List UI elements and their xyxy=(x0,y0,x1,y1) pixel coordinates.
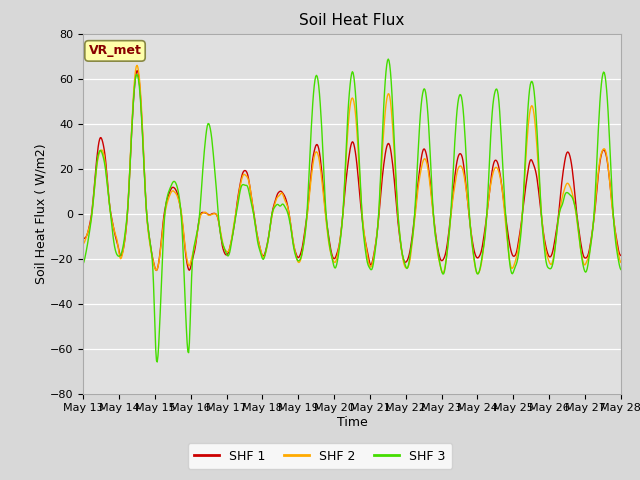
SHF 1 xyxy=(435,249,442,254)
SHF 3 xyxy=(145,226,152,232)
SHF 2 xyxy=(474,271,482,276)
SHF 1 xyxy=(89,199,97,204)
Legend: SHF 1, SHF 2, SHF 3: SHF 1, SHF 2, SHF 3 xyxy=(188,444,452,469)
SHF 1 xyxy=(152,267,160,273)
SHF 1 xyxy=(200,210,208,216)
SHF 1 xyxy=(419,148,426,154)
SHF 2 xyxy=(133,62,141,68)
SHF 2 xyxy=(89,201,97,206)
SHF 3 xyxy=(89,202,97,208)
SHF 2 xyxy=(200,210,207,216)
SHF 3 xyxy=(617,266,625,272)
SHF 2 xyxy=(79,241,87,247)
Y-axis label: Soil Heat Flux ( W/m2): Soil Heat Flux ( W/m2) xyxy=(34,144,47,284)
SHF 3 xyxy=(79,261,87,266)
SHF 1 xyxy=(133,68,141,73)
X-axis label: Time: Time xyxy=(337,416,367,429)
SHF 1 xyxy=(229,231,237,237)
SHF 3 xyxy=(154,359,161,365)
Line: SHF 3: SHF 3 xyxy=(83,59,621,362)
Text: VR_met: VR_met xyxy=(88,44,141,58)
SHF 2 xyxy=(418,163,426,168)
SHF 3 xyxy=(419,90,426,96)
SHF 1 xyxy=(79,235,87,241)
SHF 3 xyxy=(228,236,236,242)
SHF 2 xyxy=(617,259,625,265)
SHF 2 xyxy=(145,235,153,241)
SHF 3 xyxy=(435,252,442,257)
SHF 2 xyxy=(434,250,442,255)
SHF 2 xyxy=(228,234,236,240)
SHF 3 xyxy=(385,56,392,62)
SHF 1 xyxy=(145,232,153,238)
SHF 1 xyxy=(617,252,625,258)
Line: SHF 2: SHF 2 xyxy=(83,65,621,274)
Title: Soil Heat Flux: Soil Heat Flux xyxy=(300,13,404,28)
SHF 3 xyxy=(200,157,207,163)
Line: SHF 1: SHF 1 xyxy=(83,71,621,270)
